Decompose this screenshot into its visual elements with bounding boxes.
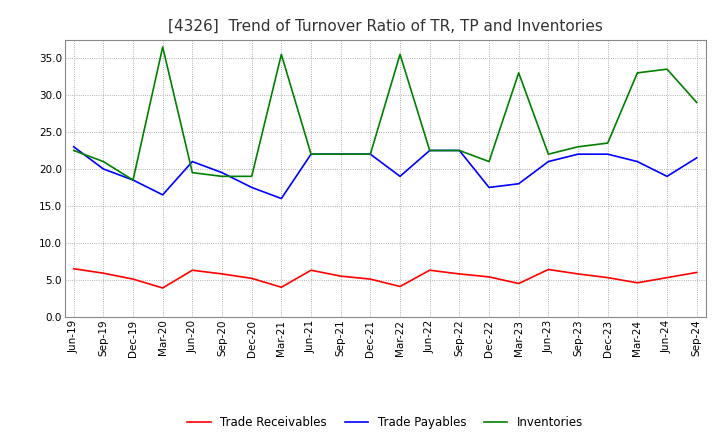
Legend: Trade Receivables, Trade Payables, Inventories: Trade Receivables, Trade Payables, Inven… (182, 411, 588, 434)
Trade Receivables (603, 275, 612, 280)
Inventories (277, 52, 286, 57)
Inventories (633, 70, 642, 76)
Inventories (455, 148, 464, 153)
Trade Payables (336, 151, 345, 157)
Trade Payables (307, 151, 315, 157)
Line: Trade Payables: Trade Payables (73, 147, 697, 198)
Trade Payables (248, 185, 256, 190)
Inventories (69, 148, 78, 153)
Inventories (307, 151, 315, 157)
Inventories (544, 151, 553, 157)
Trade Receivables (158, 285, 167, 290)
Trade Receivables (426, 268, 434, 273)
Inventories (217, 174, 226, 179)
Trade Receivables (217, 271, 226, 277)
Trade Payables (396, 174, 405, 179)
Trade Payables (603, 151, 612, 157)
Inventories (158, 44, 167, 50)
Trade Receivables (485, 274, 493, 279)
Line: Trade Receivables: Trade Receivables (73, 269, 697, 288)
Trade Receivables (514, 281, 523, 286)
Trade Receivables (455, 271, 464, 277)
Trade Payables (574, 151, 582, 157)
Trade Receivables (633, 280, 642, 286)
Inventories (514, 70, 523, 76)
Trade Payables (129, 177, 138, 183)
Trade Receivables (336, 274, 345, 279)
Title: [4326]  Trend of Turnover Ratio of TR, TP and Inventories: [4326] Trend of Turnover Ratio of TR, TP… (168, 19, 603, 34)
Inventories (99, 159, 108, 164)
Trade Receivables (693, 270, 701, 275)
Trade Payables (485, 185, 493, 190)
Trade Payables (99, 166, 108, 172)
Inventories (574, 144, 582, 150)
Trade Receivables (544, 267, 553, 272)
Trade Payables (277, 196, 286, 201)
Inventories (485, 159, 493, 164)
Trade Payables (158, 192, 167, 198)
Inventories (366, 151, 374, 157)
Line: Inventories: Inventories (73, 47, 697, 180)
Trade Payables (693, 155, 701, 161)
Trade Receivables (366, 276, 374, 282)
Trade Receivables (188, 268, 197, 273)
Trade Payables (455, 148, 464, 153)
Trade Receivables (129, 276, 138, 282)
Trade Payables (69, 144, 78, 150)
Trade Receivables (277, 285, 286, 290)
Trade Receivables (69, 266, 78, 271)
Inventories (603, 140, 612, 146)
Inventories (396, 52, 405, 57)
Trade Payables (188, 159, 197, 164)
Inventories (662, 66, 671, 72)
Trade Receivables (574, 271, 582, 277)
Inventories (693, 100, 701, 105)
Trade Payables (544, 159, 553, 164)
Inventories (129, 177, 138, 183)
Trade Payables (633, 159, 642, 164)
Trade Receivables (396, 284, 405, 289)
Trade Receivables (99, 271, 108, 276)
Trade Receivables (307, 268, 315, 273)
Trade Receivables (662, 275, 671, 280)
Trade Receivables (248, 276, 256, 281)
Trade Payables (426, 148, 434, 153)
Inventories (426, 148, 434, 153)
Trade Payables (217, 170, 226, 175)
Trade Payables (366, 151, 374, 157)
Inventories (188, 170, 197, 175)
Trade Payables (662, 174, 671, 179)
Trade Payables (514, 181, 523, 187)
Inventories (248, 174, 256, 179)
Inventories (336, 151, 345, 157)
